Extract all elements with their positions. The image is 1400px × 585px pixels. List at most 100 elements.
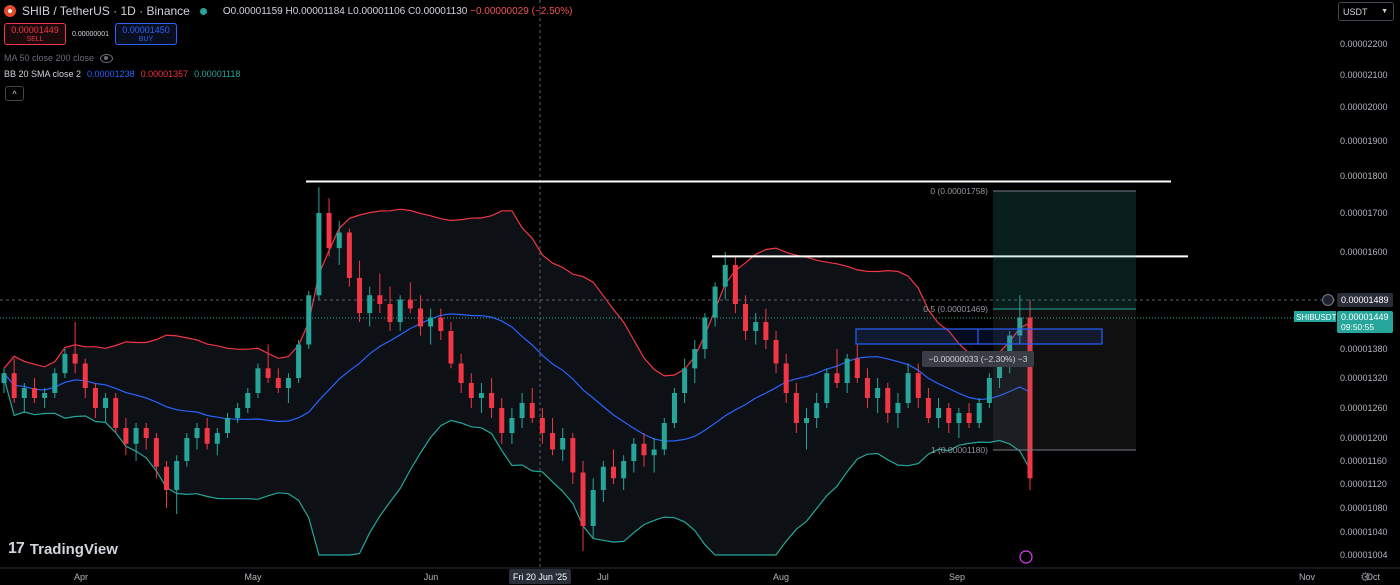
gear-icon[interactable]: ⚙ [1360, 570, 1371, 584]
candle-body [275, 378, 281, 388]
x-tick-label: May [244, 572, 262, 582]
candle-body [814, 403, 820, 418]
buy-button[interactable]: 0.00001450 BUY [114, 23, 177, 45]
bb-label: BB 20 SMA close 2 [4, 69, 82, 79]
candle-body [702, 317, 708, 349]
candle-body [438, 317, 444, 332]
sell-button[interactable]: 0.00001449 SELL [4, 23, 66, 45]
candle-body [875, 388, 881, 398]
candle-body [224, 418, 230, 433]
candle-body [529, 403, 535, 418]
candle-body [682, 368, 688, 393]
trade-panel: 0.00001449 SELL 0.00000001 0.00001450 BU… [4, 23, 177, 45]
candle-body [997, 363, 1003, 378]
candle-body [661, 423, 667, 450]
candle-body [793, 393, 799, 423]
candle-body [265, 368, 271, 378]
candle-body [570, 438, 576, 473]
candle-body [357, 277, 363, 314]
candle-body [753, 322, 759, 332]
candle-body [885, 388, 891, 413]
candle-body [986, 378, 992, 403]
candle-body [184, 438, 190, 461]
y-tick-label: 0.00001200 [1340, 433, 1388, 443]
candle-body [509, 418, 515, 433]
candle-body [611, 466, 617, 479]
fib-upper-zone[interactable] [993, 191, 1136, 309]
x-tick-label: Oct [1366, 572, 1381, 582]
candle-body [539, 418, 545, 433]
candle-body [62, 353, 68, 374]
y-tick-label: 0.00001260 [1340, 403, 1388, 413]
candle-body [743, 304, 749, 332]
symbol-tag-text: SHIBUSDT [1296, 313, 1337, 322]
candle-body [499, 408, 505, 433]
candle-body [956, 413, 962, 423]
bb-indicator-row[interactable]: BB 20 SMA close 2 0.00001238 0.00001357 … [4, 69, 240, 79]
x-tick-label: Nov [1299, 572, 1316, 582]
symbol-tag-bg [1294, 311, 1336, 322]
candle-body [407, 299, 413, 309]
candle-body [722, 264, 728, 287]
candle-body [936, 408, 942, 418]
ma-indicator-row[interactable]: MA 50 close 200 close [4, 53, 114, 63]
fib-lower-zone[interactable] [993, 309, 1136, 450]
candle-body [763, 322, 769, 341]
measure-label: −0.00000033 (−2.30%) −3 [928, 354, 1027, 364]
candle-body [255, 368, 261, 393]
fib-label: 1 (0.00001180) [931, 445, 988, 455]
bb-upper-line [3, 208, 1031, 377]
candle-body [235, 408, 241, 418]
spread-value: 0.00000001 [72, 30, 109, 38]
y-tick-label: 0.00001380 [1340, 344, 1388, 354]
candle-body [804, 418, 810, 423]
eye-icon[interactable] [100, 53, 114, 63]
measure-box[interactable] [855, 328, 1103, 345]
candle-body [296, 344, 302, 378]
bb-fill-area [4, 209, 1030, 555]
symbol-title[interactable]: SHIB / TetherUS · 1D · Binance [22, 4, 190, 18]
lightning-icon[interactable] [1019, 550, 1033, 564]
chevron-down-icon: ▼ [1381, 8, 1388, 15]
candle-body [72, 353, 78, 364]
currency-select[interactable]: USDT ▼ [1338, 2, 1394, 21]
candle-body [387, 304, 393, 323]
plus-circle-icon[interactable] [1322, 294, 1334, 306]
bb-basis-value: 0.00001238 [87, 69, 135, 79]
candle-body [925, 398, 931, 418]
tradingview-logo-icon: 17 [8, 540, 25, 557]
candle-body [397, 299, 403, 323]
candle-body [21, 388, 27, 398]
tradingview-logo[interactable]: 17 TradingView [8, 540, 118, 558]
chevron-up-icon: ^ [12, 89, 17, 99]
collapse-legend-button[interactable]: ^ [5, 86, 24, 101]
candle-body [164, 466, 170, 490]
candle-body [113, 398, 119, 428]
candle-body [82, 363, 88, 388]
countdown-text: 09:50:55 [1341, 322, 1374, 332]
y-tick-label: 0.00001080 [1340, 503, 1388, 513]
candle-body [174, 461, 180, 490]
candle-body [92, 388, 98, 408]
y-tick-label: 0.00002200 [1340, 39, 1388, 49]
y-tick-label: 0.00001800 [1340, 171, 1388, 181]
candle-body [864, 378, 870, 398]
crosshair-date-text: Fri 20 Jun '25 [513, 572, 567, 582]
x-tick-label: Aug [773, 572, 789, 582]
candle-body [895, 403, 901, 413]
y-tick-label: 0.00001120 [1340, 479, 1387, 489]
candle-body [133, 428, 139, 444]
candle-body [417, 308, 423, 327]
x-tick-label: Apr [74, 572, 88, 582]
x-tick-label: Jul [597, 572, 609, 582]
candle-body [1, 373, 7, 383]
x-tick-label: Jun [424, 572, 439, 582]
y-tick-label: 0.00001040 [1340, 527, 1388, 537]
candle-body [560, 438, 566, 450]
crosshair-price-text: 0.00001489 [1341, 295, 1389, 305]
y-tick-label: 0.00002100 [1340, 70, 1388, 80]
candle-body [712, 286, 718, 318]
candle-body [367, 295, 373, 314]
candle-body [966, 413, 972, 423]
